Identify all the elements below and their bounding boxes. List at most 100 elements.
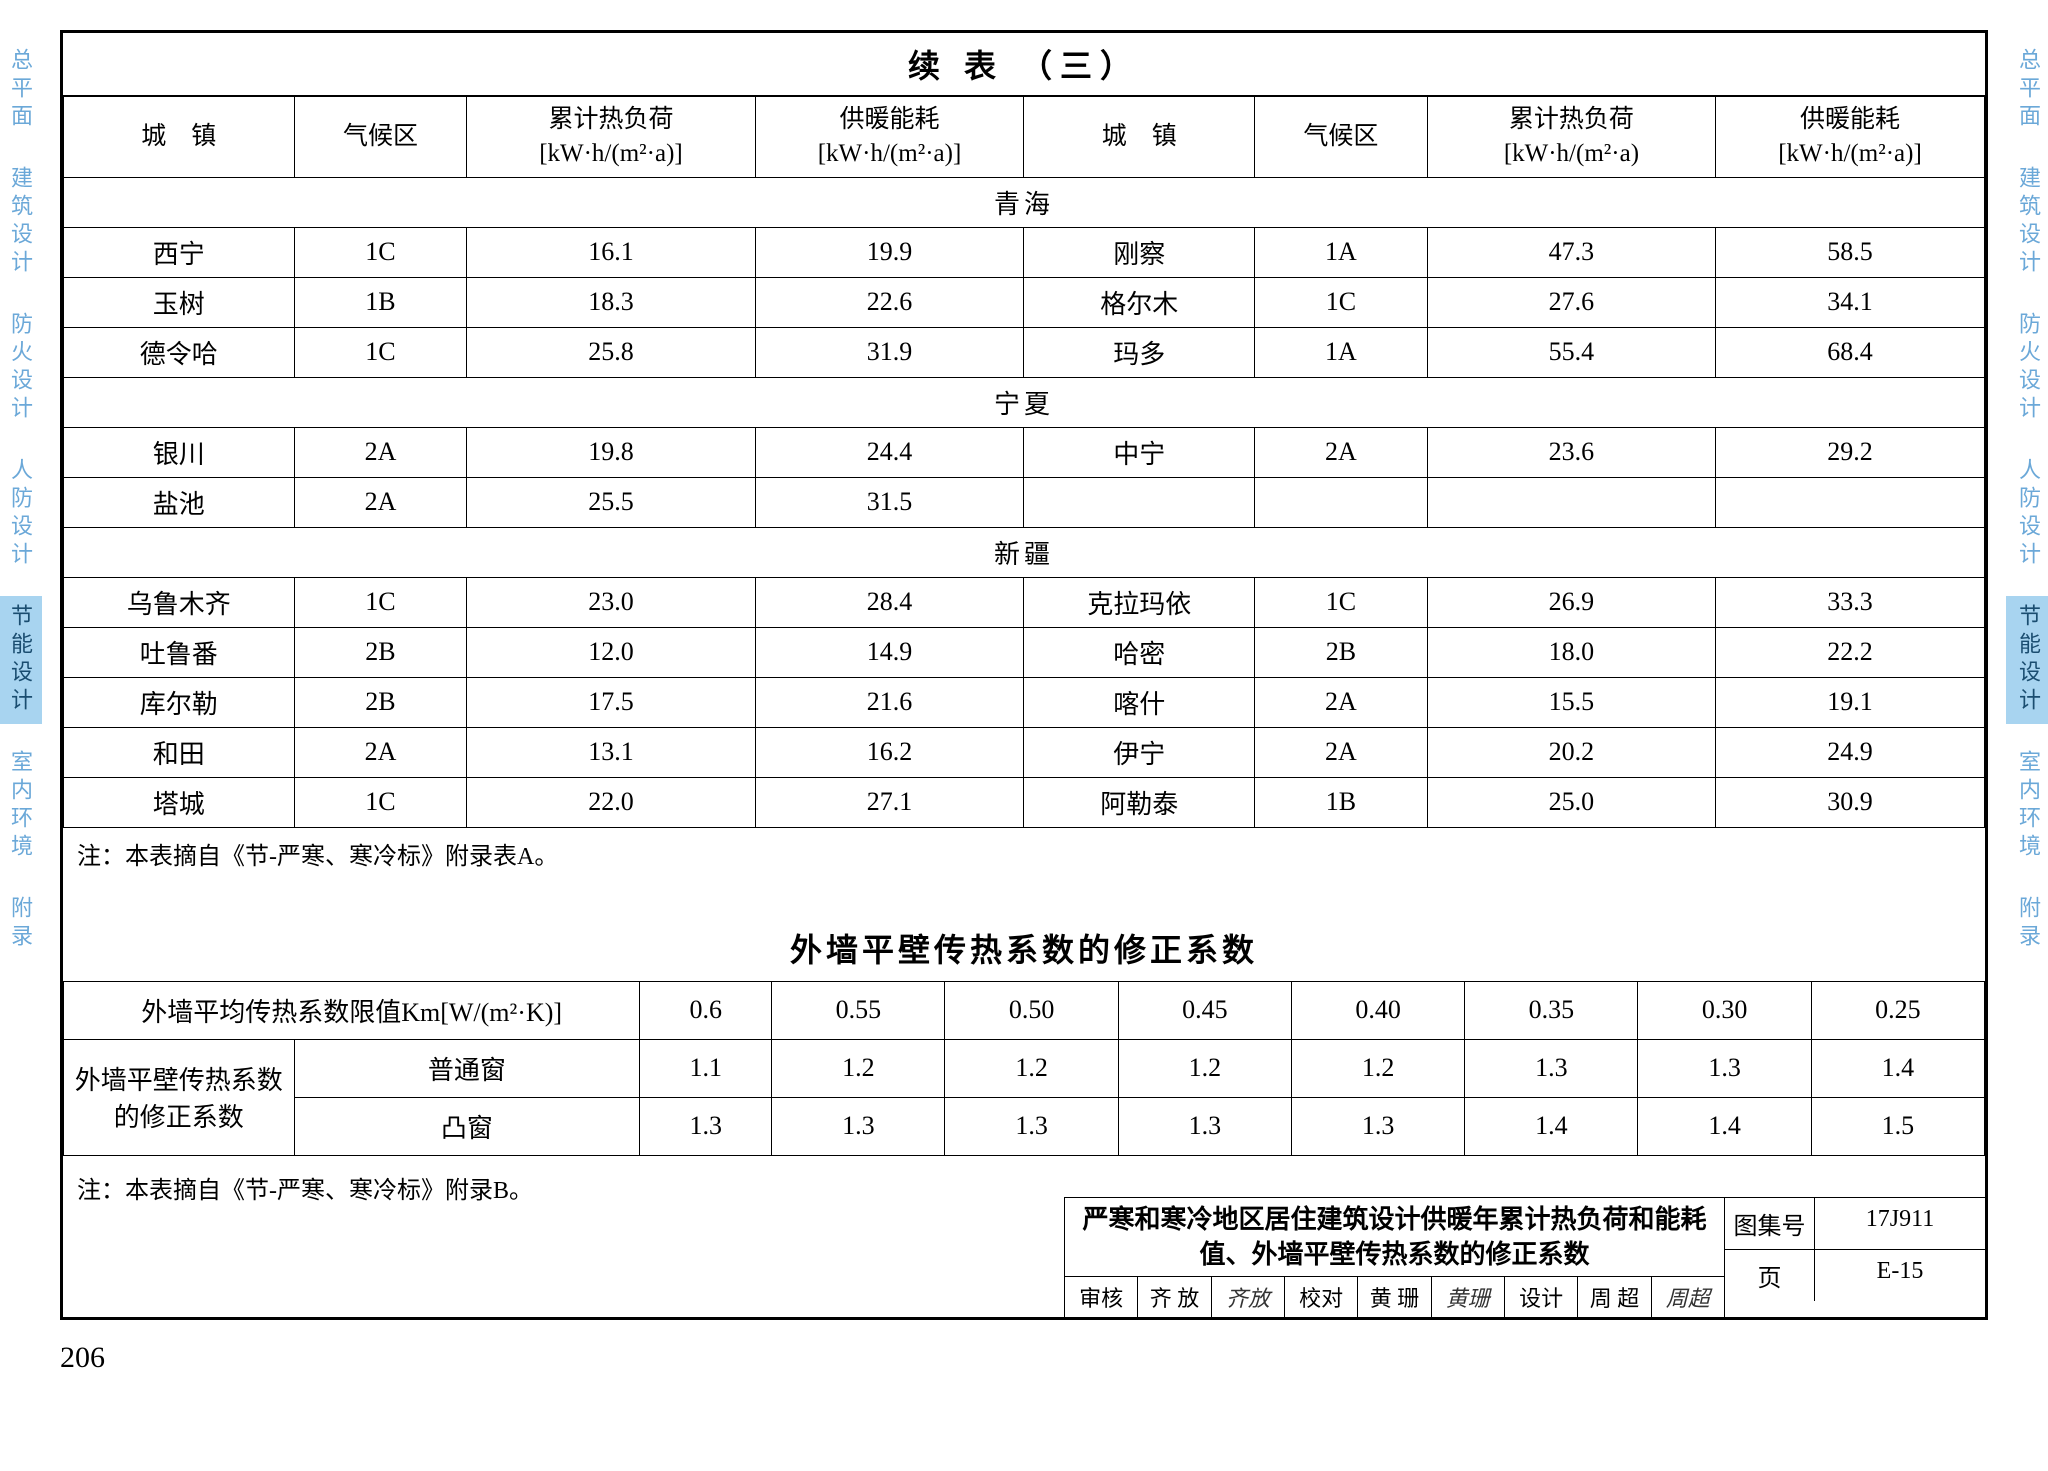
table1-cell: 玛多 — [1024, 327, 1255, 377]
table1: 城 镇气候区累计热负荷[kW·h/(m²·a)]供暖能耗[kW·h/(m²·a)… — [63, 96, 1985, 828]
table1-cell: 2A — [294, 727, 467, 777]
table1-cell: 25.5 — [467, 477, 755, 527]
table1-cell: 塔城 — [64, 777, 295, 827]
side-tab[interactable]: 人防设计 — [2006, 450, 2048, 578]
table1-cell: 24.9 — [1716, 727, 1985, 777]
side-tab[interactable]: 总平面 — [2006, 40, 2048, 140]
table1-cell: 1C — [294, 327, 467, 377]
meta-key: 图集号 — [1725, 1198, 1815, 1249]
table1-cell: 19.9 — [755, 227, 1024, 277]
table1-cell: 2A — [1254, 677, 1427, 727]
table1-cell: 16.1 — [467, 227, 755, 277]
table1-header-cell: 气候区 — [294, 97, 467, 178]
table1-cell: 22.0 — [467, 777, 755, 827]
table1-cell: 55.4 — [1427, 327, 1715, 377]
table2-value-cell: 1.3 — [1118, 1097, 1291, 1155]
table1-cell: 德令哈 — [64, 327, 295, 377]
table1-cell: 33.3 — [1716, 577, 1985, 627]
side-tab[interactable]: 室内环境 — [0, 742, 42, 870]
table2-km-cell: 0.55 — [772, 981, 945, 1039]
table1-cell: 2A — [1254, 427, 1427, 477]
table2-value-cell: 1.2 — [1118, 1039, 1291, 1097]
table1-cell: 25.0 — [1427, 777, 1715, 827]
table2-km-cell: 0.45 — [1118, 981, 1291, 1039]
table1-cell: 21.6 — [755, 677, 1024, 727]
page-frame: 续 表 （三） 城 镇气候区累计热负荷[kW·h/(m²·a)]供暖能耗[kW·… — [60, 30, 1988, 1320]
table2: 外墙平均传热系数限值Km[W/(m²·K)]0.60.550.500.450.4… — [63, 981, 1985, 1156]
meta-key: 页 — [1725, 1250, 1815, 1301]
table1-cell: 刚察 — [1024, 227, 1255, 277]
side-tab[interactable]: 防火设计 — [2006, 304, 2048, 432]
table2-value-cell: 1.4 — [1465, 1097, 1638, 1155]
table2-km-cell: 0.35 — [1465, 981, 1638, 1039]
table1-title: 续 表 （三） — [63, 33, 1985, 96]
table2-rows-label: 外墙平壁传热系数的修正系数 — [64, 1039, 295, 1155]
signer-role: 设计 — [1505, 1277, 1578, 1317]
side-tab[interactable]: 防火设计 — [0, 304, 42, 432]
table1-cell: 1C — [1254, 277, 1427, 327]
side-tabs-right: 总平面建筑设计防火设计人防设计节能设计室内环境附录 — [2008, 40, 2048, 960]
side-tab[interactable]: 节能设计 — [0, 596, 42, 724]
table1-cell: 14.9 — [755, 627, 1024, 677]
table1-cell: 28.4 — [755, 577, 1024, 627]
table1-cell: 2B — [294, 677, 467, 727]
side-tab[interactable]: 附录 — [0, 888, 42, 960]
table1-cell: 17.5 — [467, 677, 755, 727]
side-tab[interactable]: 附录 — [2006, 888, 2048, 960]
table1-cell: 1C — [294, 577, 467, 627]
signer-name: 齐 放 — [1138, 1277, 1211, 1317]
table1-cell: 30.9 — [1716, 777, 1985, 827]
table1-cell: 25.8 — [467, 327, 755, 377]
table1-cell: 喀什 — [1024, 677, 1255, 727]
signer-name: 周 超 — [1578, 1277, 1651, 1317]
signer-role: 审核 — [1065, 1277, 1138, 1317]
side-tab[interactable]: 室内环境 — [2006, 742, 2048, 870]
side-tab[interactable]: 建筑设计 — [0, 158, 42, 286]
table1-cell: 12.0 — [467, 627, 755, 677]
table1-cell: 34.1 — [1716, 277, 1985, 327]
table1-cell — [1254, 477, 1427, 527]
signer-role: 校对 — [1285, 1277, 1358, 1317]
table1-cell: 31.9 — [755, 327, 1024, 377]
table1-cell: 47.3 — [1427, 227, 1715, 277]
signer-signature: 黄珊 — [1432, 1277, 1505, 1317]
table1-cell: 银川 — [64, 427, 295, 477]
side-tab[interactable]: 总平面 — [0, 40, 42, 140]
table2-header-label: 外墙平均传热系数限值Km[W/(m²·K)] — [64, 981, 640, 1039]
table1-cell: 2A — [294, 477, 467, 527]
table2-km-cell: 0.6 — [640, 981, 772, 1039]
table1-header-cell: 城 镇 — [64, 97, 295, 178]
table1-cell: 格尔木 — [1024, 277, 1255, 327]
table1-cell: 中宁 — [1024, 427, 1255, 477]
table1-cell: 27.6 — [1427, 277, 1715, 327]
side-tab[interactable]: 人防设计 — [0, 450, 42, 578]
side-tab[interactable]: 节能设计 — [2006, 596, 2048, 724]
table1-cell: 13.1 — [467, 727, 755, 777]
table1-cell: 1A — [1254, 327, 1427, 377]
table1-cell: 27.1 — [755, 777, 1024, 827]
table2-km-cell: 0.25 — [1811, 981, 1984, 1039]
table1-cell: 1C — [1254, 577, 1427, 627]
table2-value-cell: 1.3 — [1465, 1039, 1638, 1097]
table1-cell: 26.9 — [1427, 577, 1715, 627]
table2-value-cell: 1.3 — [772, 1097, 945, 1155]
table1-header-cell: 供暖能耗[kW·h/(m²·a)] — [755, 97, 1024, 178]
table2-value-cell: 1.3 — [945, 1097, 1118, 1155]
table1-cell: 22.2 — [1716, 627, 1985, 677]
meta-value: E-15 — [1815, 1250, 1985, 1301]
signer-name: 黄 珊 — [1358, 1277, 1431, 1317]
side-tab[interactable]: 建筑设计 — [2006, 158, 2048, 286]
table2-rowtype-cell: 普通窗 — [294, 1039, 640, 1097]
table2-km-cell: 0.30 — [1638, 981, 1811, 1039]
table1-cell: 和田 — [64, 727, 295, 777]
table1-cell: 乌鲁木齐 — [64, 577, 295, 627]
table1-cell: 2A — [294, 427, 467, 477]
table1-section-header: 青海 — [64, 177, 1985, 227]
table2-value-cell: 1.2 — [772, 1039, 945, 1097]
table1-cell: 1B — [294, 277, 467, 327]
table1-cell: 2B — [294, 627, 467, 677]
table1-cell: 库尔勒 — [64, 677, 295, 727]
table2-value-cell: 1.1 — [640, 1039, 772, 1097]
table1-header-cell: 累计热负荷[kW·h/(m²·a) — [1427, 97, 1715, 178]
table1-cell: 2A — [1254, 727, 1427, 777]
